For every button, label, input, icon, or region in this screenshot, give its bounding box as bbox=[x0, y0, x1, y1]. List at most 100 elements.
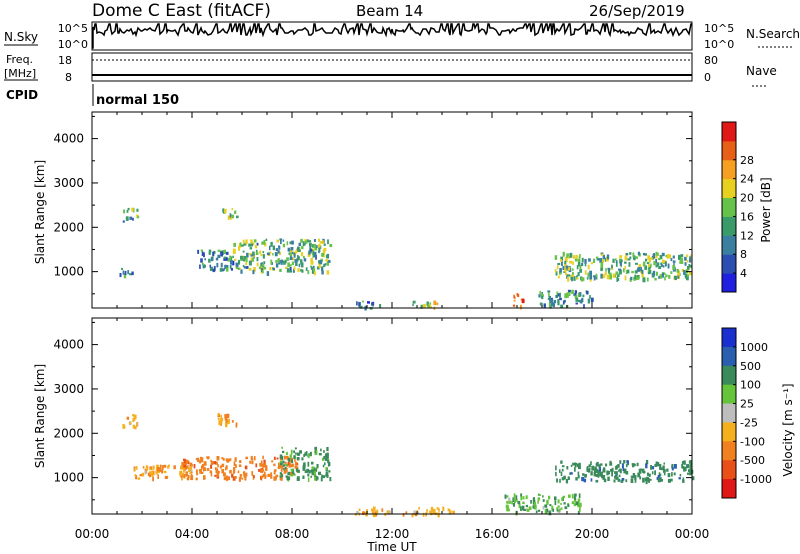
power-colorbar-swatch bbox=[722, 159, 736, 180]
velocity-echo-cell bbox=[318, 453, 322, 456]
velocity-echo-cell bbox=[189, 466, 192, 471]
velocity-echo-cell bbox=[135, 466, 138, 470]
velocity-echo-cell bbox=[188, 467, 191, 472]
power-echo-cell bbox=[250, 254, 254, 257]
velocity-echo-cell bbox=[200, 457, 204, 463]
velocity-echo-cell bbox=[279, 460, 282, 465]
power-echo-cell bbox=[539, 290, 541, 295]
velocity-echo-cell bbox=[232, 476, 236, 481]
power-echo-cell bbox=[310, 265, 313, 268]
power-echo-cell bbox=[309, 244, 312, 250]
power-echo-cell bbox=[300, 262, 304, 268]
power-echo-cell bbox=[634, 256, 638, 259]
power-echo-cell bbox=[656, 252, 659, 256]
power-echo-cell bbox=[277, 258, 280, 263]
power-echo-cell bbox=[624, 261, 627, 264]
velocity-echo-cell bbox=[561, 468, 564, 472]
velocity-echo-cell bbox=[625, 471, 629, 475]
velocity-echo-cell bbox=[215, 468, 219, 474]
power-echo-cell bbox=[624, 275, 627, 281]
power-colorbar-swatch bbox=[722, 178, 736, 199]
power-echo-cell bbox=[582, 294, 585, 298]
power-echo-cell bbox=[132, 207, 135, 213]
velocity-echo-cell bbox=[561, 477, 565, 481]
velocity-echo-cell bbox=[263, 463, 267, 468]
power-echo-cell bbox=[678, 255, 680, 260]
velocity-echo-cell bbox=[632, 464, 635, 468]
power-echo-cell bbox=[233, 242, 236, 247]
velocity-echo-cell bbox=[554, 500, 557, 505]
power-echo-cell bbox=[289, 252, 292, 256]
power-echo-cell bbox=[261, 263, 265, 267]
velocity-echo-cell bbox=[132, 414, 135, 417]
power-echo-cell bbox=[269, 245, 271, 251]
power-echo-cell bbox=[321, 266, 324, 272]
velocity-echo-cell bbox=[512, 497, 515, 502]
velocity-echo-cell bbox=[136, 422, 138, 428]
power-echo-cell bbox=[131, 271, 134, 276]
velocity-echo-cell bbox=[624, 468, 627, 474]
velocity-echo-cell bbox=[221, 468, 225, 474]
power-scatter-layer bbox=[119, 207, 692, 311]
velocity-echo-cell bbox=[546, 499, 549, 505]
velocity-echo-cell bbox=[555, 465, 557, 471]
velocity-echo-cell bbox=[573, 499, 577, 502]
velocity-echo-cell bbox=[437, 512, 440, 518]
power-echo-cell bbox=[618, 268, 621, 271]
velocity-echo-cell bbox=[663, 472, 666, 476]
velocity-ytick-label: 4000 bbox=[53, 338, 84, 352]
power-echo-cell bbox=[199, 264, 201, 269]
power-echo-cell bbox=[225, 251, 229, 255]
velocity-echo-cell bbox=[279, 472, 282, 475]
power-echo-cell bbox=[577, 299, 580, 303]
power-echo-cell bbox=[263, 261, 266, 265]
power-echo-cell bbox=[224, 208, 227, 214]
power-echo-cell bbox=[656, 271, 658, 276]
power-echo-cell bbox=[136, 214, 139, 217]
velocity-echo-cell bbox=[571, 493, 574, 499]
velocity-echo-cell bbox=[216, 456, 220, 461]
power-echo-cell bbox=[659, 274, 663, 279]
power-echo-cell bbox=[684, 262, 687, 266]
velocity-echo-cell bbox=[599, 463, 603, 466]
power-echo-cell bbox=[262, 251, 265, 254]
power-echo-cell bbox=[302, 255, 305, 259]
velocity-echo-cell bbox=[202, 466, 205, 472]
power-echo-cell bbox=[541, 292, 543, 295]
velocity-echo-cell bbox=[631, 463, 635, 466]
power-echo-cell bbox=[562, 300, 565, 305]
power-echo-cell bbox=[223, 268, 225, 271]
power-echo-cell bbox=[260, 262, 263, 266]
velocity-echo-cell bbox=[442, 506, 445, 512]
velocity-echo-cell bbox=[513, 493, 516, 498]
power-echo-cell bbox=[668, 254, 672, 259]
velocity-echo-cell bbox=[618, 469, 620, 472]
power-echo-cell bbox=[269, 267, 272, 271]
velocity-echo-cell bbox=[617, 464, 620, 468]
nsky-trace bbox=[92, 23, 692, 49]
velocity-echo-cell bbox=[674, 464, 677, 469]
velocity-echo-cell bbox=[630, 478, 634, 483]
velocity-echo-cell bbox=[686, 464, 690, 468]
velocity-echo-cell bbox=[572, 462, 576, 466]
power-echo-cell bbox=[602, 274, 606, 279]
velocity-echo-cell bbox=[219, 465, 222, 469]
power-echo-cell bbox=[619, 261, 622, 266]
velocity-colorbar-tick-label: -25 bbox=[740, 416, 758, 429]
velocity-echo-cell bbox=[591, 465, 595, 471]
power-echo-cell bbox=[550, 302, 554, 307]
velocity-echo-cell bbox=[581, 476, 585, 482]
power-echo-cell bbox=[653, 260, 656, 266]
power-echo-cell bbox=[209, 264, 211, 268]
power-echo-cell bbox=[420, 304, 423, 309]
time-tick-label: 16:00 bbox=[475, 527, 510, 541]
power-echo-cell bbox=[298, 242, 301, 246]
power-echo-cell bbox=[645, 258, 648, 262]
velocity-echo-cell bbox=[303, 454, 306, 457]
velocity-echo-cell bbox=[147, 472, 150, 477]
velocity-echo-cell bbox=[273, 456, 276, 460]
time-axis-label: Time UT bbox=[366, 540, 417, 554]
velocity-echo-cell bbox=[163, 464, 167, 468]
velocity-echo-cell bbox=[577, 498, 581, 502]
power-echo-cell bbox=[644, 265, 647, 270]
